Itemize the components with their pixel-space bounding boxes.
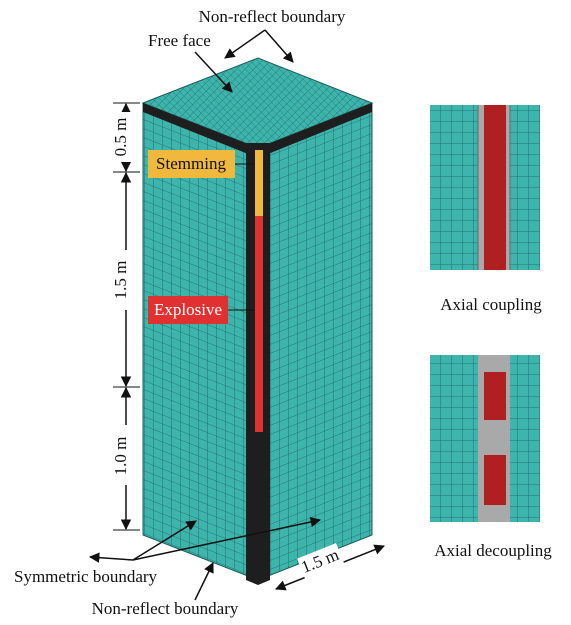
- inset-caption: Axial coupling: [440, 295, 542, 314]
- arrow: [225, 30, 265, 58]
- coupling-inset: [430, 105, 540, 270]
- explosive-label: Explosive: [154, 300, 222, 319]
- dimension-label: 1.5 m: [111, 261, 130, 300]
- stemming-label: Stemming: [156, 154, 226, 173]
- inset-caption: Axial decoupling: [434, 541, 552, 560]
- symmetric-boundary-label: Symmetric boundary: [14, 567, 158, 586]
- bottom-boundary-label: Non-reflect boundary: [92, 599, 239, 618]
- free-face-label: Free face: [148, 31, 211, 50]
- dimension-label: 0.5 m: [111, 118, 130, 157]
- diagram: Non-reflect boundary Free face 0.5 m 1.5…: [0, 0, 571, 625]
- dimension-label: 1.0 m: [111, 437, 130, 476]
- top-boundary-label: Non-reflect boundary: [199, 7, 346, 26]
- arrow: [265, 30, 293, 62]
- decoupling-inset: [430, 355, 540, 522]
- height-dimensions: 0.5 m 1.5 m 1.0 m: [110, 103, 142, 530]
